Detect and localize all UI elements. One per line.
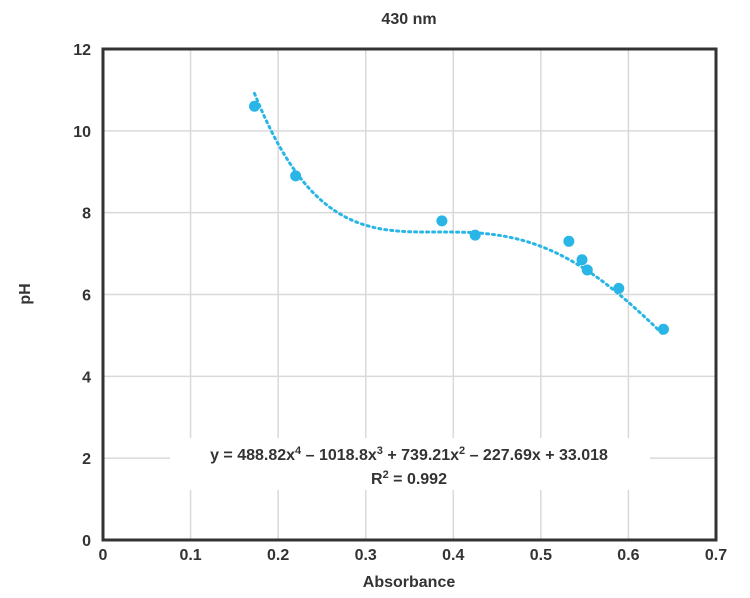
y-tick-label-3: 6 [82, 288, 91, 305]
x-tick-label-6: 0.6 [617, 547, 639, 564]
eq-prefix: y = 488.82x [210, 447, 295, 464]
x-tick-label-1: 0.1 [179, 547, 201, 564]
data-point-3 [469, 229, 481, 241]
equation-background [170, 438, 650, 490]
trendline-equation: y = 488.82x4 – 1018.8x3 + 739.21x2 – 227… [210, 445, 608, 464]
r-squared: R2 = 0.992 [371, 469, 447, 488]
x-axis-label: Absorbance [363, 574, 456, 591]
y-tick-label-6: 12 [73, 42, 91, 59]
data-point-4 [563, 235, 575, 247]
eq-exp4: 4 [295, 445, 302, 457]
points-layer [248, 100, 669, 335]
data-point-6 [581, 264, 593, 276]
data-point-7 [613, 282, 625, 294]
eq-term4: – 227.69x + 33.018 [465, 447, 608, 464]
r2-prefix: R [371, 471, 383, 488]
trendline-layer [253, 91, 665, 337]
data-point-2 [436, 215, 448, 227]
eq-exp3: 3 [377, 445, 383, 457]
x-tick-label-4: 0.4 [442, 547, 464, 564]
y-tick-label-4: 8 [82, 206, 91, 223]
y-axis-label: pH [17, 283, 34, 304]
data-point-1 [290, 170, 302, 182]
x-tick-label-7: 0.7 [705, 547, 727, 564]
y-tick-label-0: 0 [82, 533, 91, 550]
x-tick-label-3: 0.3 [355, 547, 377, 564]
x-tick-label-2: 0.2 [267, 547, 289, 564]
data-point-8 [657, 323, 669, 335]
data-point-0 [248, 100, 260, 112]
eq-term2: – 1018.8x [301, 447, 377, 464]
r2-value: = 0.992 [389, 471, 447, 488]
y-axis-ticks: 0 2 4 6 8 10 12 [73, 42, 91, 550]
chart-title: 430 nm [381, 11, 436, 28]
eq-term3: + 739.21x [383, 447, 459, 464]
x-tick-label-0: 0 [99, 547, 108, 564]
trendline [253, 91, 665, 337]
x-axis-ticks: 0 0.1 0.2 0.3 0.4 0.5 0.6 0.7 [99, 547, 728, 564]
data-point-5 [576, 254, 588, 266]
y-tick-label-2: 4 [82, 369, 91, 386]
r2-exp: 2 [383, 469, 389, 481]
x-tick-label-5: 0.5 [530, 547, 552, 564]
y-tick-label-5: 10 [73, 124, 91, 141]
y-tick-label-1: 2 [82, 451, 91, 468]
plot-frame [101, 47, 718, 542]
eq-exp2: 2 [459, 445, 465, 457]
